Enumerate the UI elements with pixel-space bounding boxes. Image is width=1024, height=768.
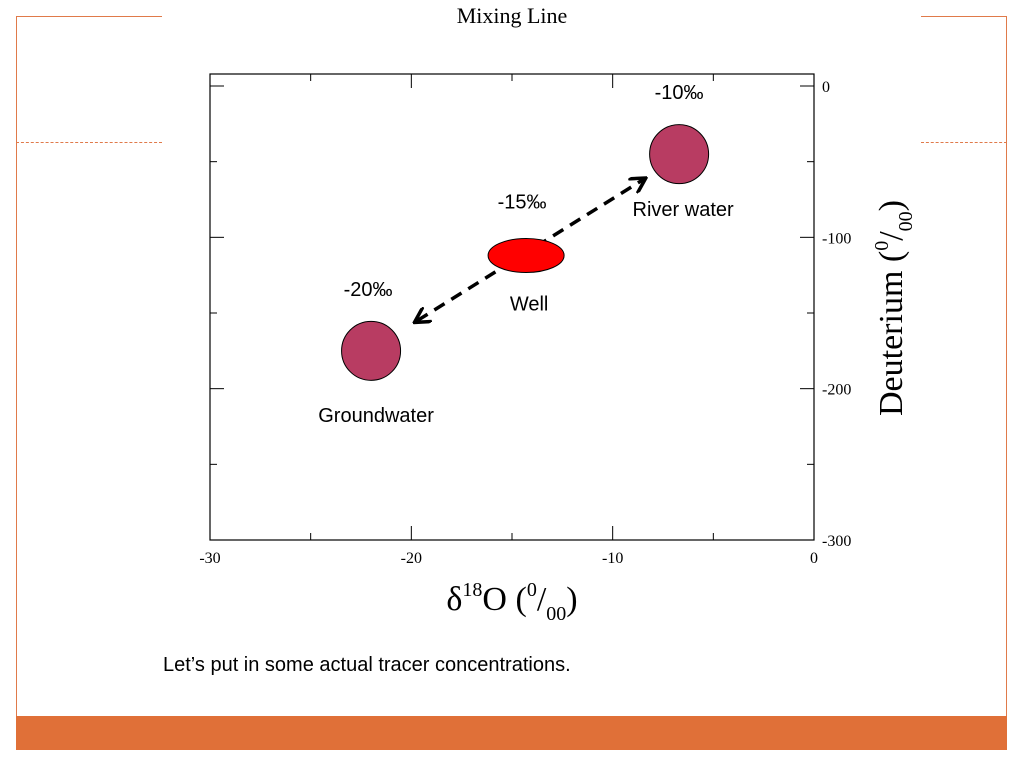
groundwater-marker — [341, 320, 402, 381]
river-water-marker — [649, 124, 710, 185]
point-labels: River water -10‰ Well -15‰ Groundwater -20‰ — [318, 82, 734, 427]
groundwater-label: Groundwater — [318, 405, 434, 427]
tick-labels: -30 -20 -10 00-100-200-300 — [199, 79, 851, 567]
mixing-line-chart: Mixing Line -30 -20 -10 00-100-200-300 Rive… — [162, 0, 921, 625]
frame-dashed-right — [921, 142, 1007, 143]
x-axis-label: δ18O (0/00) — [446, 579, 577, 625]
river-water-label: River water — [633, 199, 734, 221]
data-marks — [341, 124, 710, 381]
title-mask — [162, 0, 921, 60]
y-tick-label: -100 — [822, 230, 851, 247]
well-concentration-label: -15‰ — [498, 191, 547, 213]
frame-dashed-left — [16, 142, 162, 143]
footer-bar — [16, 716, 1007, 750]
frame-left-border — [16, 16, 17, 716]
groundwater-concentration-label: -20‰ — [344, 279, 393, 301]
x-tick-label: -30 — [199, 550, 220, 567]
y-tick-label: -300 — [822, 533, 851, 550]
y-axis-label: Deuterium (0/00) — [871, 200, 917, 416]
y-tick-label: -200 — [822, 382, 851, 399]
y-tick-label: 0 — [822, 79, 830, 96]
x-tick-label: -20 — [401, 550, 422, 567]
slide-caption: Let’s put in some actual tracer concentr… — [163, 654, 571, 676]
river-water-concentration-label: -10‰ — [655, 82, 704, 104]
x-tick-label: -10 — [602, 550, 623, 567]
well-marker — [487, 237, 565, 273]
frame-top-left-line — [16, 16, 162, 17]
mixing-line-arrow — [417, 180, 642, 321]
chart-title: Mixing Line — [457, 3, 568, 28]
axis-ticks — [209, 74, 815, 541]
well-label: Well — [510, 293, 549, 315]
x-tick-label: 0 — [810, 550, 818, 567]
frame-right-border — [1006, 16, 1007, 716]
frame-top-right-line — [921, 16, 1007, 17]
